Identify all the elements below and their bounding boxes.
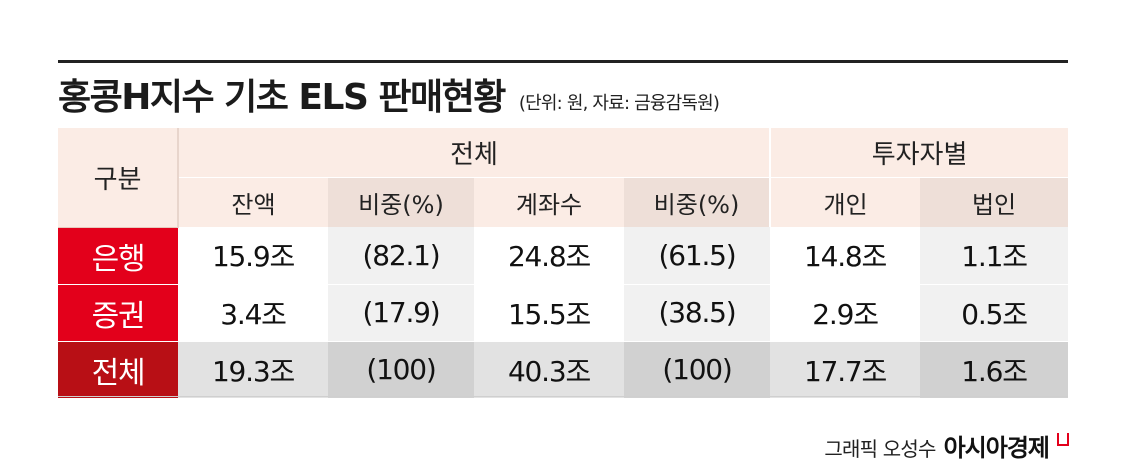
graphic-credit: 그래픽 오성수 xyxy=(824,437,936,461)
page-title: 홍콩H지수 기초 ELS 판매현황 xyxy=(58,77,506,118)
row-label-total: 전체 xyxy=(58,341,178,398)
header-individual: 개인 xyxy=(770,177,921,227)
table-bottom-rule xyxy=(58,396,1068,397)
cell-accounts: 15.5조 xyxy=(474,284,624,342)
cell-corporate: 1.1조 xyxy=(920,227,1069,285)
brand-logo-text: 아시아경제 xyxy=(943,434,1050,462)
table-row-bank: 은행 15.9조 (82.1) 24.8조 (61.5) 14.8조 1.1조 xyxy=(58,227,1069,285)
row-label-bank: 은행 xyxy=(58,227,178,285)
header-category: 구분 xyxy=(58,128,179,228)
cell-accounts: 40.3조 xyxy=(474,341,624,398)
credit: 그래픽 오성수 아시아경제 xyxy=(824,428,1069,463)
cell-accounts: 24.8조 xyxy=(474,227,624,285)
header-share-accounts: 비중(%) xyxy=(624,177,772,227)
cell-share-accounts: (61.5) xyxy=(624,227,771,285)
header-row-2: 잔액 비중(%) 계좌수 비중(%) 개인 법인 xyxy=(58,177,1069,227)
header-group-total: 전체 xyxy=(178,128,772,178)
unit-source-note: (단위: 원, 자료: 금융감독원) xyxy=(518,93,720,114)
cell-corporate: 0.5조 xyxy=(920,284,1069,342)
cell-balance: 15.9조 xyxy=(178,227,328,285)
cell-individual: 2.9조 xyxy=(770,284,921,342)
cell-share-balance: (17.9) xyxy=(328,284,474,342)
els-sales-table: 구분 전체 투자자별 잔액 비중(%) 계좌수 비중(%) 개인 법인 은행 1… xyxy=(58,128,1069,398)
cell-corporate: 1.6조 xyxy=(920,341,1069,398)
cell-balance: 3.4조 xyxy=(178,284,328,342)
header-accounts: 계좌수 xyxy=(474,177,624,227)
cell-individual: 17.7조 xyxy=(770,341,921,398)
cell-balance: 19.3조 xyxy=(178,341,328,398)
cell-share-balance: (82.1) xyxy=(328,227,474,285)
table-row-securities: 증권 3.4조 (17.9) 15.5조 (38.5) 2.9조 0.5조 xyxy=(58,284,1069,342)
row-label-securities: 증권 xyxy=(58,284,178,342)
brand-mark-icon xyxy=(1057,433,1069,446)
title-rule xyxy=(58,60,1068,63)
cell-share-balance: (100) xyxy=(328,341,474,398)
cell-share-accounts: (100) xyxy=(624,341,771,398)
cell-individual: 14.8조 xyxy=(770,227,921,285)
header-share-balance: 비중(%) xyxy=(328,177,474,227)
header-group-investor: 투자자별 xyxy=(770,128,1069,178)
title-row: 홍콩H지수 기초 ELS 판매현황 (단위: 원, 자료: 금융감독원) xyxy=(58,68,1068,120)
table-row-total: 전체 19.3조 (100) 40.3조 (100) 17.7조 1.6조 xyxy=(58,341,1069,398)
header-corporate: 법인 xyxy=(920,177,1069,227)
header-balance: 잔액 xyxy=(178,177,328,227)
header-row-1: 구분 전체 투자자별 xyxy=(58,128,1069,228)
cell-share-accounts: (38.5) xyxy=(624,284,771,342)
